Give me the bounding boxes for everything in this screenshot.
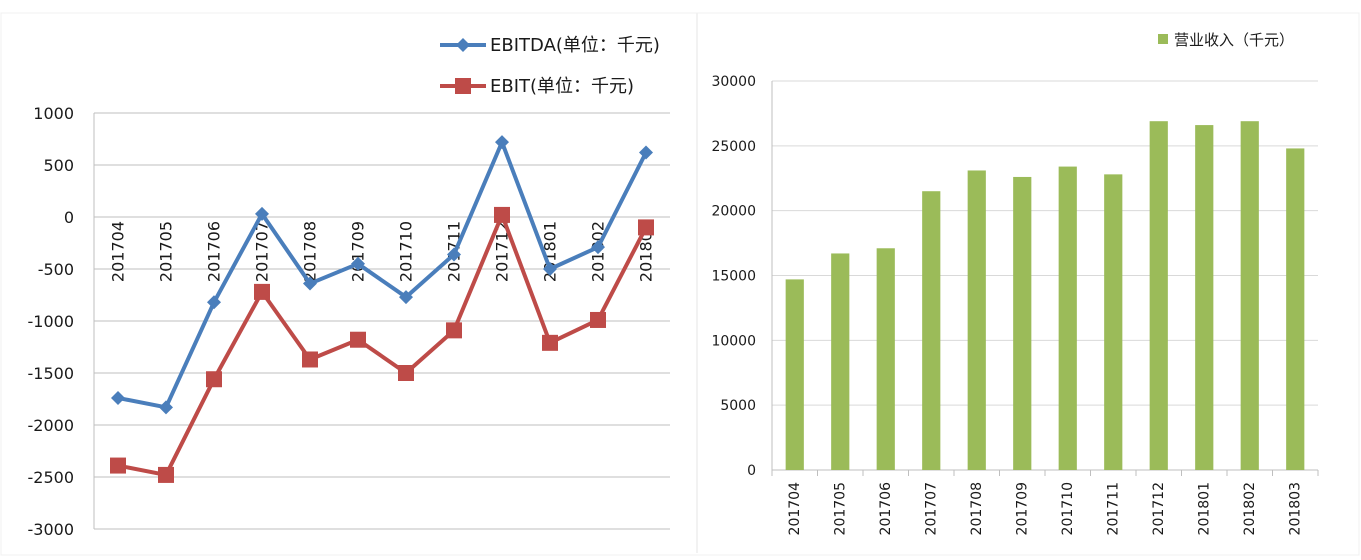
revenue-bar xyxy=(922,191,941,470)
right-x-tick-label: 201803 xyxy=(1287,482,1303,535)
left-x-tick-label: 201704 xyxy=(109,221,128,282)
left-x-tick-label: 201709 xyxy=(349,221,368,282)
legend-square-marker xyxy=(455,78,471,94)
ebit-point xyxy=(542,334,558,351)
right-bars-layer xyxy=(785,121,1305,471)
ebit-point xyxy=(158,466,174,483)
right-y-tick-label: 30000 xyxy=(711,74,756,90)
left-gridlines xyxy=(93,112,670,530)
right-x-tick-label: 201802 xyxy=(1242,482,1258,535)
right-x-tick-label: 201706 xyxy=(878,482,894,536)
left-y-tick-label: -1500 xyxy=(28,364,75,383)
revenue-bar xyxy=(1058,166,1077,470)
left-x-tick-labels: 201704 201705 201706 201707 201708 201709 2017… xyxy=(109,221,656,282)
ebitda-point xyxy=(399,290,413,305)
left-y-tick-label: 0 xyxy=(64,208,74,227)
right-y-tick-label: 15000 xyxy=(711,269,756,285)
ebit-point xyxy=(398,365,414,381)
ebitda-point xyxy=(543,262,557,276)
revenue-bar xyxy=(785,279,804,470)
right-x-tick-label: 201707 xyxy=(923,482,939,535)
legend-bar-swatch xyxy=(1158,34,1168,44)
revenue-bar xyxy=(831,253,850,470)
right-x-tick-label: 201704 xyxy=(787,482,803,536)
right-x-tick-label: 201705 xyxy=(832,482,848,535)
revenue-bar xyxy=(1013,176,1032,470)
left-y-tick-label: -2000 xyxy=(28,416,75,435)
ebit-point xyxy=(590,311,606,328)
left-y-tick-labels: 1000 500 0 -500 -1000 -1500 -2000 -2500 -3000 xyxy=(28,104,75,539)
ebitda-point xyxy=(639,145,653,160)
right-y-tick-label: 10000 xyxy=(711,333,756,349)
right-legend: 营业收入（千元） xyxy=(1158,31,1294,49)
ebitda-point xyxy=(495,135,509,150)
revenue-bar xyxy=(1286,148,1305,470)
revenue-bar xyxy=(1240,121,1259,471)
left-x-tick-label: 201707 xyxy=(253,221,272,282)
ebitda-point xyxy=(447,247,461,262)
right-x-tick-labels: 201704 201705 201706 201707 201708 201709 2017… xyxy=(787,482,1304,536)
ebitda-point xyxy=(207,295,221,310)
left-y-tick-label: 500 xyxy=(43,156,74,175)
revenue-bar xyxy=(967,170,986,470)
legend-diamond-marker xyxy=(456,38,470,52)
left-series-line xyxy=(117,212,648,477)
ebit-point xyxy=(638,219,654,236)
legend-label: 营业收入（千元） xyxy=(1174,31,1294,49)
left-y-tick-label: -1000 xyxy=(28,312,75,331)
right-y-tick-label: 0 xyxy=(747,463,756,479)
right-y-tick-label: 25000 xyxy=(711,139,756,155)
revenue-bar xyxy=(1195,125,1214,470)
ebitda-point xyxy=(111,390,125,405)
outer-frame xyxy=(0,12,1360,556)
ebit-point xyxy=(206,371,222,388)
ebit-point xyxy=(494,206,510,223)
right-y-tick-labels: 30000 25000 20000 15000 10000 5000 0 xyxy=(711,74,756,479)
ebitda-point xyxy=(351,256,365,271)
ebitda-point xyxy=(591,240,605,255)
revenue-bar xyxy=(1104,174,1123,471)
ebitda-point xyxy=(303,276,317,291)
right-y-tick-label: 5000 xyxy=(720,398,756,414)
ebit-point xyxy=(254,283,270,300)
ebitda-point xyxy=(159,400,173,415)
right-y-tick-label: 20000 xyxy=(711,204,756,220)
right-x-tick-label: 201709 xyxy=(1014,482,1030,535)
right-x-tick-label: 201712 xyxy=(1151,482,1167,535)
right-x-tick-label: 201708 xyxy=(969,482,985,535)
right-x-tick-label: 201710 xyxy=(1060,482,1076,535)
left-y-tick-label: -500 xyxy=(38,260,74,279)
left-series-line xyxy=(117,140,648,410)
right-x-tick-label: 201801 xyxy=(1196,482,1212,535)
ebit-point xyxy=(302,351,318,368)
left-x-tick-label: 201708 xyxy=(301,221,320,282)
left-line-chart: 1000 500 0 -500 -1000 -1500 -2000 -2500 -3000 20… xyxy=(28,35,670,539)
legend-label: EBITDA(单位：千元) xyxy=(490,35,660,56)
left-series-layer xyxy=(110,135,654,483)
right-x-tick-label: 201711 xyxy=(1105,482,1121,535)
legend-label: EBIT(单位：千元) xyxy=(490,76,634,97)
ebitda-point xyxy=(255,206,269,221)
ebit-point xyxy=(110,457,126,474)
ebit-point xyxy=(350,331,366,348)
left-x-tick-label: 201710 xyxy=(397,221,416,282)
revenue-bar xyxy=(876,248,895,470)
left-y-tick-label: -3000 xyxy=(28,520,75,539)
left-y-tick-label: -2500 xyxy=(28,468,75,487)
ebit-point xyxy=(446,322,462,339)
left-x-tick-label: 201712 xyxy=(493,221,512,282)
left-x-tick-label: 201706 xyxy=(205,221,224,282)
left-legend: EBITDA(单位：千元) EBIT(单位：千元) xyxy=(440,35,660,97)
left-x-tick-label: 201705 xyxy=(157,221,176,282)
revenue-bar xyxy=(1149,121,1168,471)
left-y-tick-label: 1000 xyxy=(33,104,74,123)
right-gridlines xyxy=(771,80,1319,476)
